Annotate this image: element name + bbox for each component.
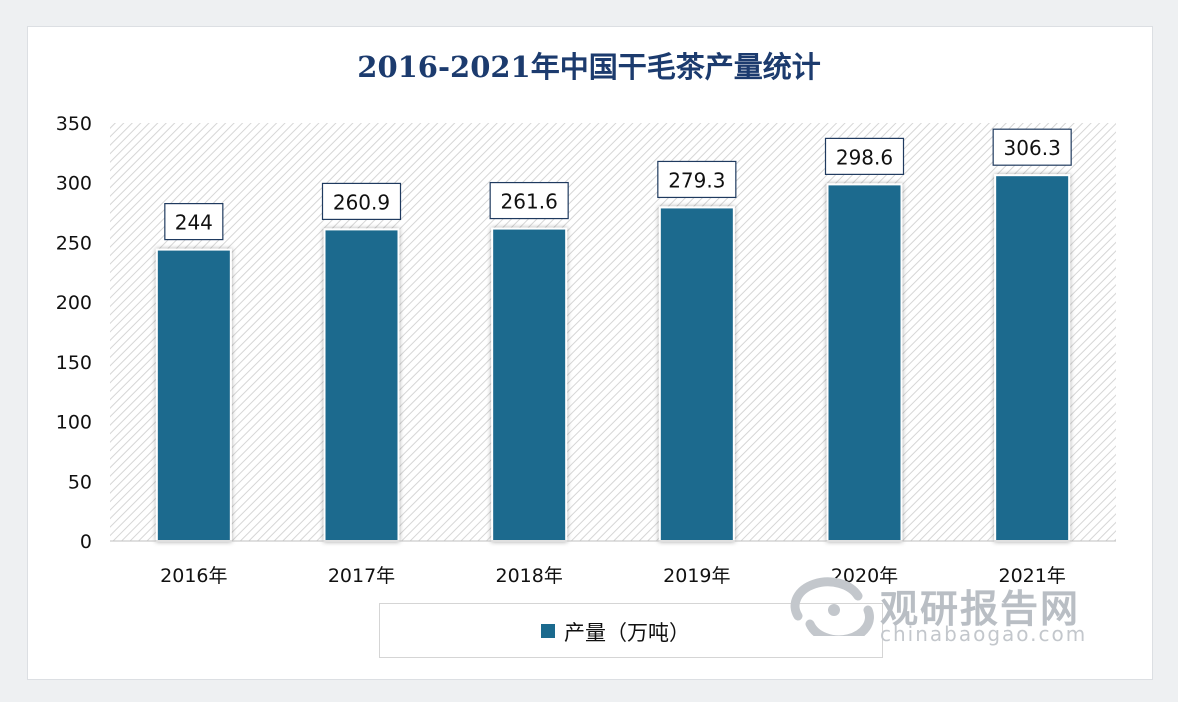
y-tick-label: 150 bbox=[56, 352, 92, 374]
watermark-name: 观研报告网 bbox=[880, 587, 1081, 631]
y-tick-label: 100 bbox=[56, 412, 92, 434]
bar bbox=[155, 248, 232, 542]
x-tick-label: 2017年 bbox=[328, 565, 395, 587]
bar bbox=[994, 174, 1071, 543]
data-label-box bbox=[164, 202, 224, 241]
watermark-logo-icon bbox=[790, 577, 874, 636]
y-tick-label: 200 bbox=[56, 292, 92, 314]
data-label: 279.3 bbox=[668, 168, 725, 192]
y-tick-label: 0 bbox=[80, 531, 92, 553]
data-label: 306.3 bbox=[1004, 136, 1061, 160]
x-tick-label: 2021年 bbox=[998, 565, 1065, 587]
data-label-box bbox=[321, 182, 402, 221]
y-tick-label: 50 bbox=[68, 471, 92, 493]
chart-title: 2016-2021年中国干毛茶产量统计 bbox=[357, 50, 821, 84]
plot-area bbox=[110, 123, 1116, 541]
bar bbox=[491, 227, 568, 542]
legend-label: 产量（万吨） bbox=[564, 621, 690, 645]
data-label-box bbox=[657, 160, 737, 199]
y-tick-label: 350 bbox=[56, 113, 92, 135]
y-tick-label: 300 bbox=[56, 173, 92, 195]
data-label-box bbox=[824, 137, 905, 175]
data-label-box bbox=[992, 128, 1072, 166]
x-tick-label: 2019年 bbox=[663, 565, 730, 587]
legend-swatch bbox=[541, 624, 555, 638]
data-label: 260.9 bbox=[333, 190, 390, 214]
x-tick-label: 2016年 bbox=[160, 565, 227, 587]
data-label: 261.6 bbox=[501, 190, 558, 214]
data-label: 244 bbox=[175, 211, 213, 235]
x-tick-label: 2020年 bbox=[831, 565, 898, 587]
data-label: 298.6 bbox=[836, 145, 893, 169]
bar bbox=[658, 206, 735, 542]
x-tick-label: 2018年 bbox=[495, 565, 562, 587]
y-tick-label: 250 bbox=[56, 232, 92, 254]
bar bbox=[323, 228, 400, 542]
watermark-url: chinabaogao.com bbox=[880, 622, 1088, 646]
bar bbox=[826, 183, 903, 542]
data-label-box bbox=[489, 181, 569, 220]
